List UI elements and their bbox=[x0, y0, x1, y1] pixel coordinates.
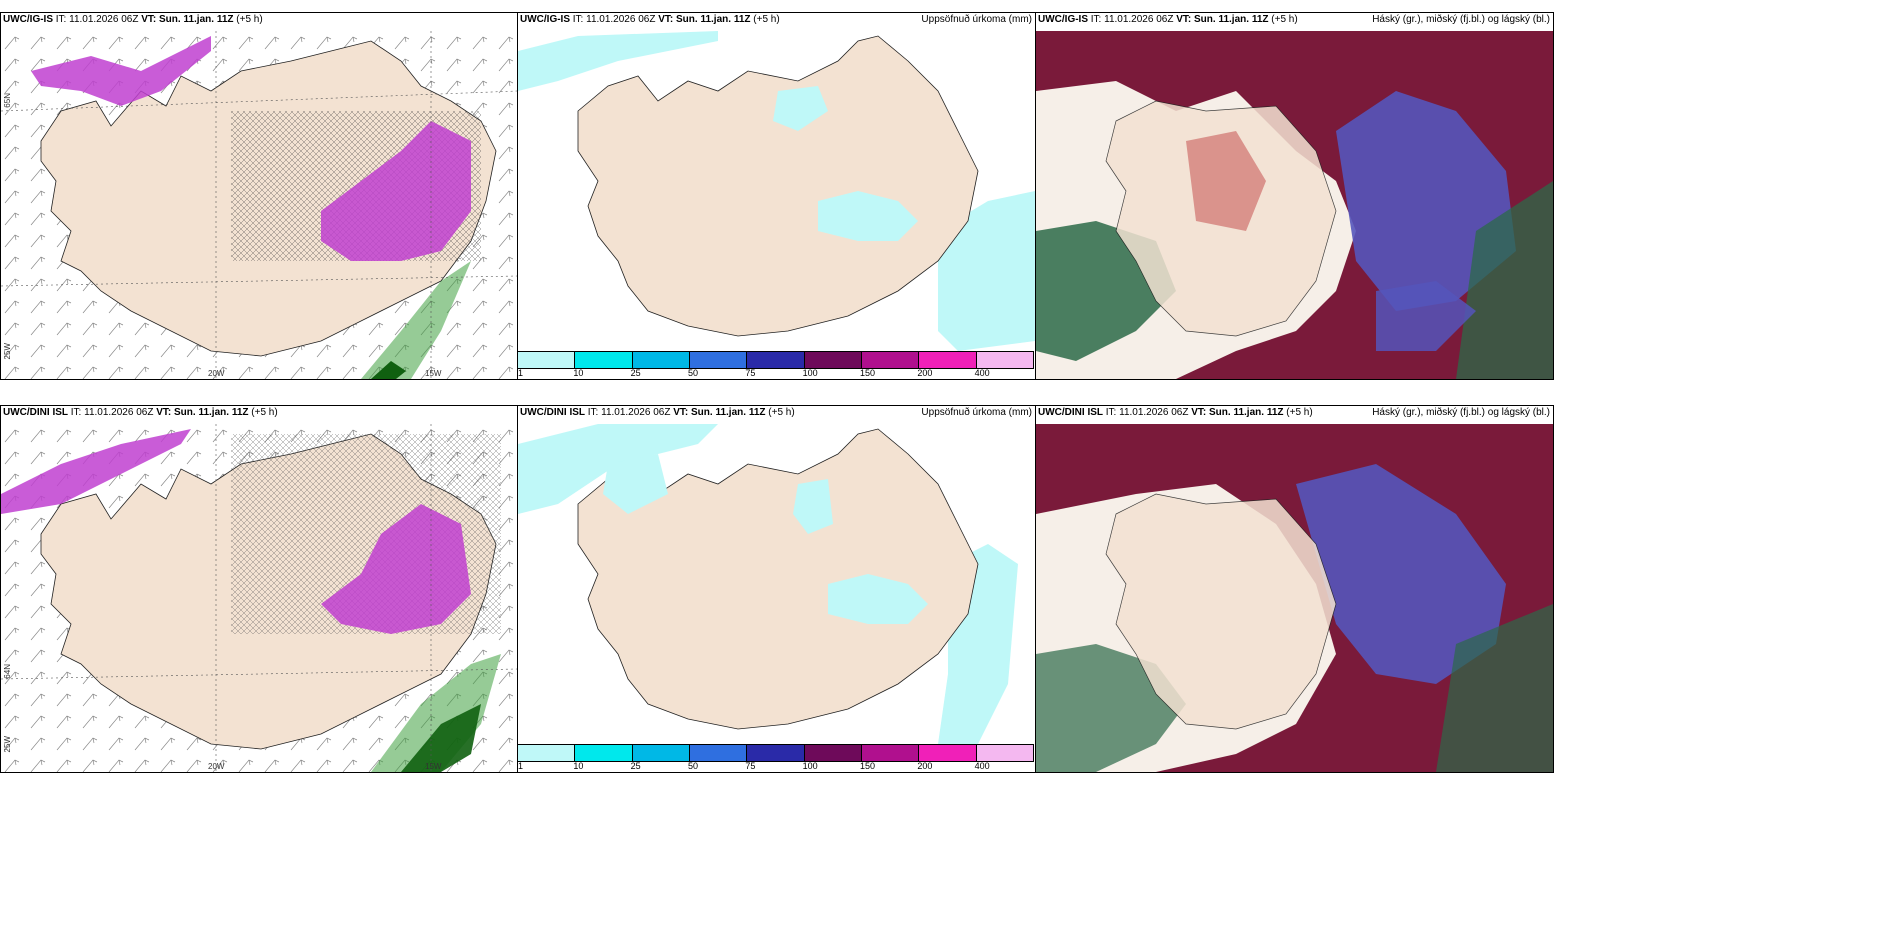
legend-swatch bbox=[919, 351, 977, 369]
legend-label: 25 bbox=[630, 761, 641, 771]
legend-swatch bbox=[862, 744, 920, 762]
legend-swatch bbox=[976, 351, 1034, 369]
legend-label: 1 bbox=[518, 761, 524, 771]
panel-wind-bottom: UWC/DINI ISL IT: 11.01.2026 06Z VT: Sun.… bbox=[0, 405, 518, 773]
panel-header: UWC/IG-IS IT: 11.01.2026 06Z VT: Sun. 11… bbox=[3, 14, 263, 25]
lon-label-20w: 20W bbox=[208, 369, 225, 378]
legend-swatch bbox=[804, 351, 862, 369]
precip-map bbox=[518, 424, 1035, 744]
legend-swatch bbox=[632, 744, 690, 762]
wind-map bbox=[1, 424, 517, 772]
panel-header: UWC/IG-IS IT: 11.01.2026 06Z VT: Sun. 11… bbox=[520, 14, 780, 25]
legend-swatch bbox=[518, 744, 576, 762]
legend-label: 200 bbox=[917, 368, 933, 378]
precip-title: Uppsöfnuð úrkoma (mm) bbox=[921, 407, 1032, 418]
lat-label-65n: 65N bbox=[3, 93, 12, 108]
precip-legend: 1 10 25 50 75 100 150 200 400 bbox=[518, 351, 1035, 379]
iceland-land bbox=[577, 428, 979, 730]
legend-label: 75 bbox=[745, 761, 756, 771]
panel-header: UWC/DINI ISL IT: 11.01.2026 06Z VT: Sun.… bbox=[520, 407, 795, 418]
legend-label: 10 bbox=[573, 368, 584, 378]
precip-legend: 1 10 25 50 75 100 150 200 400 bbox=[518, 744, 1035, 772]
legend-label: 400 bbox=[974, 761, 990, 771]
legend-swatch bbox=[575, 744, 633, 762]
lon-label-15w: 15W bbox=[425, 369, 442, 378]
precip-title: Uppsöfnuð úrkoma (mm) bbox=[921, 14, 1032, 25]
panel-header: UWC/DINI ISL IT: 11.01.2026 06Z VT: Sun.… bbox=[1038, 407, 1313, 418]
legend-swatch bbox=[862, 351, 920, 369]
wind-map bbox=[1, 31, 517, 379]
cloud-map bbox=[1036, 424, 1553, 772]
legend-label: 200 bbox=[917, 761, 933, 771]
legend-label: 75 bbox=[745, 368, 756, 378]
legend-label: 150 bbox=[860, 368, 876, 378]
cloud-map bbox=[1036, 31, 1553, 379]
legend-swatch bbox=[575, 351, 633, 369]
lon-label-20w: 20W bbox=[208, 762, 225, 771]
legend-label: 1 bbox=[518, 368, 524, 378]
legend-label: 50 bbox=[688, 761, 699, 771]
legend-swatch bbox=[690, 351, 748, 369]
precip-map bbox=[518, 31, 1035, 351]
lat-label-64n: 64N bbox=[3, 664, 12, 679]
legend-label: 100 bbox=[802, 368, 818, 378]
lon-label-25w: 25W bbox=[3, 736, 12, 753]
panel-header: UWC/IG-IS IT: 11.01.2026 06Z VT: Sun. 11… bbox=[1038, 14, 1298, 25]
iceland-land bbox=[577, 35, 979, 337]
panel-precip-top: UWC/IG-IS IT: 11.01.2026 06Z VT: Sun. 11… bbox=[517, 12, 1036, 380]
legend-swatch bbox=[518, 351, 576, 369]
lon-label-25w: 25W bbox=[3, 343, 12, 360]
legend-swatch bbox=[976, 744, 1034, 762]
legend-label: 50 bbox=[688, 368, 699, 378]
legend-swatch bbox=[747, 351, 805, 369]
legend-swatch bbox=[919, 744, 977, 762]
panel-precip-bottom: UWC/DINI ISL IT: 11.01.2026 06Z VT: Sun.… bbox=[517, 405, 1036, 773]
panel-cloud-top: UWC/IG-IS IT: 11.01.2026 06Z VT: Sun. 11… bbox=[1035, 12, 1554, 380]
legend-label: 400 bbox=[974, 368, 990, 378]
legend-swatch bbox=[804, 744, 862, 762]
legend-label: 10 bbox=[573, 761, 584, 771]
cloud-title: Háský (gr.), miðský (fj.bl.) og lágský (… bbox=[1372, 407, 1550, 418]
panel-header: UWC/DINI ISL IT: 11.01.2026 06Z VT: Sun.… bbox=[3, 407, 278, 418]
legend-label: 25 bbox=[630, 368, 641, 378]
cloud-title: Háský (gr.), miðský (fj.bl.) og lágský (… bbox=[1372, 14, 1550, 25]
legend-swatch bbox=[747, 744, 805, 762]
legend-label: 100 bbox=[802, 761, 818, 771]
panel-wind-top: UWC/IG-IS IT: 11.01.2026 06Z VT: Sun. 11… bbox=[0, 12, 518, 380]
legend-swatch bbox=[690, 744, 748, 762]
legend-label: 150 bbox=[860, 761, 876, 771]
legend-swatch bbox=[632, 351, 690, 369]
panel-cloud-bottom: UWC/DINI ISL IT: 11.01.2026 06Z VT: Sun.… bbox=[1035, 405, 1554, 773]
lon-label-15w: 15W bbox=[425, 762, 442, 771]
